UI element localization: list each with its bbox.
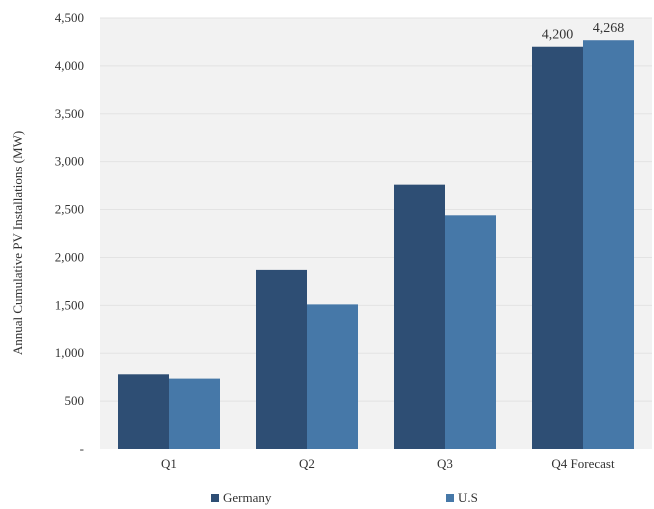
y-tick-label: 1,000	[55, 345, 84, 360]
y-tick-label: 1,500	[55, 297, 84, 312]
y-tick-label: 4,500	[55, 10, 84, 25]
y-tick-label: 2,000	[55, 249, 84, 264]
data-labels: 4,200 4,268	[542, 21, 625, 43]
y-tick-label: 2,500	[55, 202, 84, 217]
data-label: 4,268	[593, 21, 625, 36]
legend: Germany U.S	[211, 490, 478, 505]
bar-germany-q1	[118, 374, 169, 449]
y-tick-label: -	[80, 441, 84, 456]
bar-u-s-q2	[307, 304, 358, 449]
bar-germany-q3	[394, 184, 445, 450]
bars	[118, 40, 634, 450]
y-tick-label: 500	[65, 393, 85, 408]
y-axis-label: Annual Cumulative PV Installations (MW)	[10, 131, 25, 355]
legend-swatch	[211, 494, 219, 502]
x-category-label: Q3	[437, 456, 453, 471]
legend-label: Germany	[223, 490, 272, 505]
bar-u-s-q3	[445, 215, 496, 449]
bar-u-s-q4-forecast	[583, 40, 634, 449]
x-category-label: Q1	[161, 456, 177, 471]
data-label: 4,200	[542, 28, 574, 43]
y-axis-ticks: - 500 1,000 1,500 2,000 2,500 3,000 3,500 4,000 4…	[55, 10, 84, 456]
y-tick-label: 3,000	[55, 154, 84, 169]
legend-swatch	[446, 494, 454, 502]
y-tick-label: 4,000	[55, 58, 84, 73]
x-category-label: Q4 Forecast	[551, 456, 615, 471]
bar-u-s-q1	[169, 378, 220, 449]
bar-germany-q4-forecast	[532, 46, 583, 449]
y-tick-label: 3,500	[55, 106, 84, 121]
x-category-label: Q2	[299, 456, 315, 471]
x-axis-categories: Q1 Q2 Q3 Q4 Forecast	[161, 456, 615, 471]
legend-label: U.S	[458, 490, 478, 505]
bar-germany-q2	[256, 269, 307, 449]
